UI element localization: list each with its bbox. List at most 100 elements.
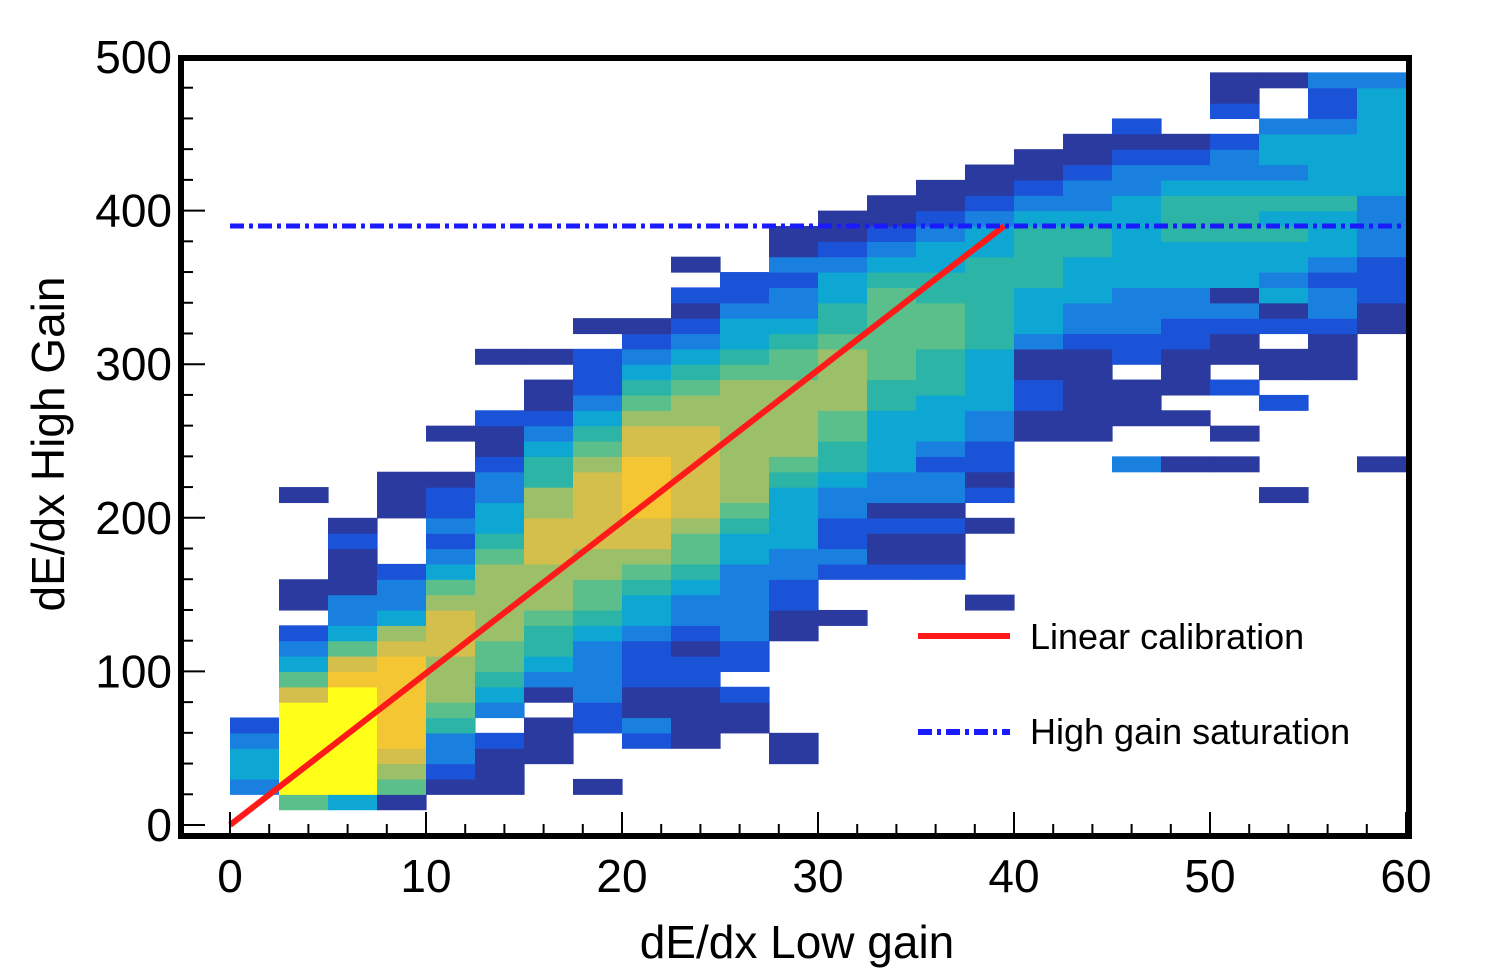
heatmap-bin [475, 563, 525, 580]
heatmap-bin [475, 456, 525, 473]
heatmap-bin [867, 256, 917, 273]
heatmap-bin [671, 563, 721, 580]
heatmap-bin [818, 379, 868, 396]
x-tick-label: 50 [1184, 850, 1235, 902]
heatmap-bin [1014, 149, 1064, 166]
heatmap-bin [867, 379, 917, 396]
heatmap-bin [622, 625, 672, 642]
heatmap-bin [622, 533, 672, 550]
heatmap-bin [720, 640, 770, 657]
heatmap-bin [328, 579, 378, 596]
heatmap-bin [1210, 87, 1260, 104]
heatmap-bin [867, 210, 917, 227]
heatmap-bin [769, 732, 819, 749]
heatmap-bin [1063, 394, 1113, 411]
heatmap-bin [671, 548, 721, 565]
x-tick-label: 40 [988, 850, 1039, 902]
heatmap-bin [1259, 210, 1309, 227]
heatmap-bin [426, 594, 476, 611]
heatmap-bin [1357, 164, 1407, 181]
heatmap-bin [328, 640, 378, 657]
heatmap-bin [573, 640, 623, 657]
heatmap-bin [818, 471, 868, 488]
heatmap-bin [916, 225, 966, 242]
heatmap-bin [475, 763, 525, 780]
heatmap-bin [965, 410, 1015, 427]
heatmap-bin [1063, 272, 1113, 288]
heatmap-bin [867, 272, 917, 288]
heatmap-bin [573, 379, 623, 396]
heatmap-bin [573, 348, 623, 365]
heatmap-bin [671, 302, 721, 319]
heatmap-bin [1308, 210, 1358, 227]
heatmap-bin [769, 594, 819, 611]
heatmap-bin [573, 656, 623, 672]
heatmap-bin [1210, 287, 1260, 304]
heatmap-bin [1014, 410, 1064, 427]
heatmap-bin [1259, 487, 1309, 504]
heatmap-bin [1308, 87, 1358, 104]
heatmap-bin [916, 302, 966, 319]
heatmap-bin [720, 287, 770, 304]
heatmap-bin [720, 502, 770, 519]
heatmap-bin [1161, 149, 1211, 166]
heatmap-bin [230, 717, 280, 734]
heatmap-bin [1112, 118, 1162, 135]
heatmap-bin [279, 579, 329, 596]
heatmap-bin [1112, 195, 1162, 212]
heatmap-bin [671, 410, 721, 427]
heatmap-bin [769, 609, 819, 626]
heatmap-bin [573, 671, 623, 688]
heatmap-bin [867, 456, 917, 473]
heatmap-bin [769, 272, 819, 288]
heatmap-bin [769, 517, 819, 534]
heatmap-bin [1112, 379, 1162, 396]
heatmap-bin [1308, 302, 1358, 319]
heatmap-bin [720, 686, 770, 703]
heatmap-bin [720, 656, 770, 672]
heatmap-bin [573, 702, 623, 719]
heatmap-bin [426, 471, 476, 488]
heatmap-bin [622, 318, 672, 335]
heatmap-bin [475, 441, 525, 457]
heatmap-bin [1063, 302, 1113, 319]
heatmap-bin [622, 548, 672, 565]
heatmap-bin [1014, 241, 1064, 258]
y-tick-label: 300 [95, 338, 172, 390]
heatmap-bin [720, 333, 770, 350]
heatmap-bin [1259, 272, 1309, 288]
heatmap-bin [1161, 364, 1211, 381]
heatmap-bin [622, 656, 672, 672]
heatmap-bin [769, 579, 819, 596]
heatmap-bin [769, 441, 819, 457]
heatmap-bin [1210, 333, 1260, 350]
heatmap-bin [1210, 225, 1260, 242]
heatmap-bin [1161, 256, 1211, 273]
heatmap-bin [524, 609, 574, 626]
heatmap-bin [867, 471, 917, 488]
heatmap-bin [965, 302, 1015, 319]
heatmap-bin [720, 456, 770, 473]
heatmap-bin [818, 533, 868, 550]
heatmap-bin [1063, 318, 1113, 335]
heatmap-bin [1259, 133, 1309, 150]
heatmap-bin [1357, 87, 1407, 104]
heatmap-bin [965, 594, 1015, 611]
heatmap-bin [377, 794, 427, 811]
heatmap-bin [1210, 179, 1260, 196]
heatmap-bin [1161, 287, 1211, 304]
heatmap-bin [1259, 302, 1309, 319]
heatmap-bin [818, 225, 868, 242]
heatmap-bin [475, 548, 525, 565]
heatmap-bin [720, 302, 770, 319]
heatmap-bin [328, 778, 378, 795]
heatmap-bin [328, 517, 378, 534]
heatmap-bin [965, 318, 1015, 335]
heatmap-bin [475, 410, 525, 427]
heatmap-bin [524, 656, 574, 672]
heatmap-bin [818, 502, 868, 519]
heatmap-bin [622, 594, 672, 611]
heatmap-bin [1014, 394, 1064, 411]
heatmap-bin [426, 548, 476, 565]
heatmap-bin [426, 686, 476, 703]
